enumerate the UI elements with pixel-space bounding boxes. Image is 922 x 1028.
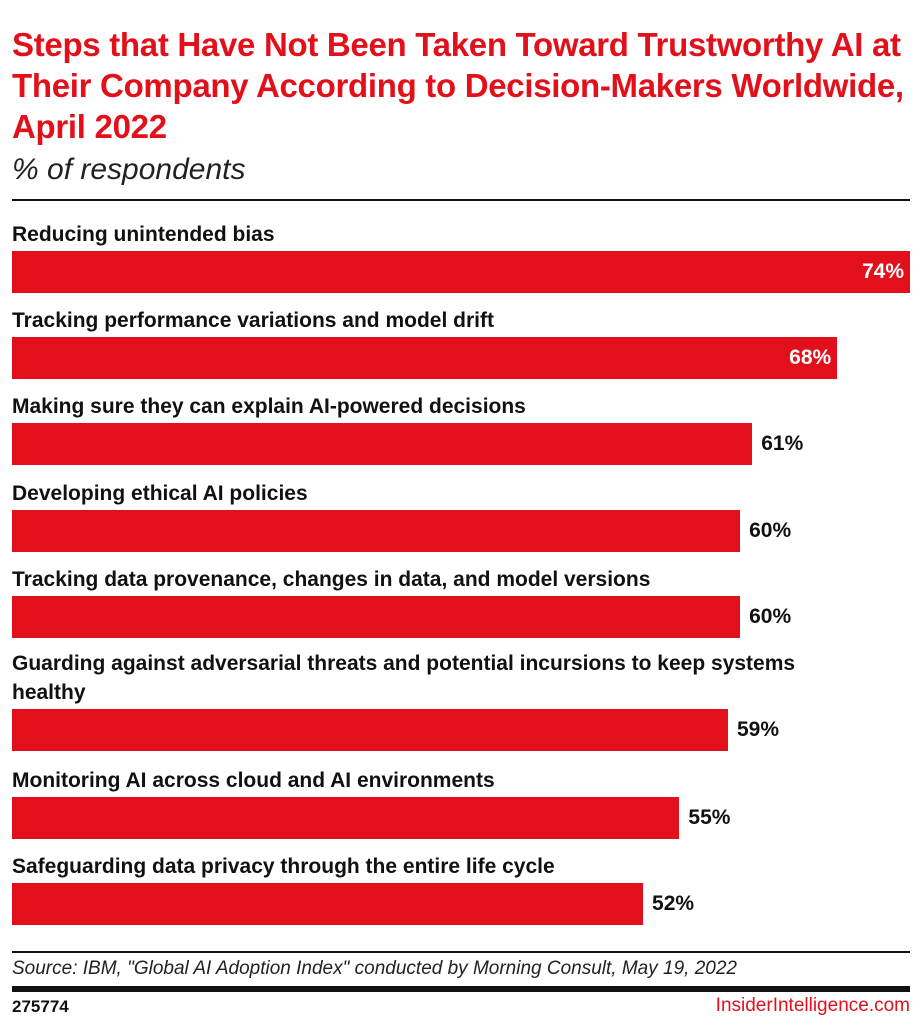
bar: [12, 596, 741, 638]
chart-subtitle: % of respondents: [12, 153, 246, 186]
category-label: Guarding against adversarial threats and…: [12, 652, 796, 704]
top-divider: [12, 199, 910, 201]
bar: [12, 423, 753, 465]
chart-id: 275774: [12, 997, 69, 1016]
category-label: Reducing unintended bias: [12, 223, 275, 246]
category-label: Developing ethical AI policies: [12, 482, 308, 505]
bar: [12, 883, 644, 925]
bar: [12, 337, 838, 379]
chart-title: Steps that Have Not Been Taken Toward Tr…: [12, 26, 904, 145]
bar: [12, 251, 910, 293]
data-label: 68%: [789, 346, 832, 369]
footer-divider: [12, 986, 910, 992]
bottom-divider: [12, 951, 910, 953]
category-label: Monitoring AI across cloud and AI enviro…: [12, 769, 495, 792]
data-label: 55%: [688, 806, 731, 829]
bar: [12, 797, 680, 839]
source-note: Source: IBM, "Global AI Adoption Index" …: [12, 958, 737, 979]
data-label: 74%: [861, 260, 904, 283]
data-label: 52%: [652, 892, 695, 915]
bar: [12, 709, 728, 751]
brand-link[interactable]: InsiderIntelligence.com: [715, 995, 910, 1016]
category-label: Safeguarding data privacy through the en…: [12, 855, 555, 878]
data-label: 60%: [749, 605, 792, 628]
data-label: 60%: [749, 519, 792, 542]
category-label: Tracking performance variations and mode…: [12, 309, 494, 332]
data-label: 61%: [761, 432, 804, 455]
category-label: Making sure they can explain AI-powered …: [12, 395, 526, 418]
bar: [12, 510, 741, 552]
data-label: 59%: [736, 718, 779, 741]
category-label: Tracking data provenance, changes in dat…: [12, 568, 651, 591]
